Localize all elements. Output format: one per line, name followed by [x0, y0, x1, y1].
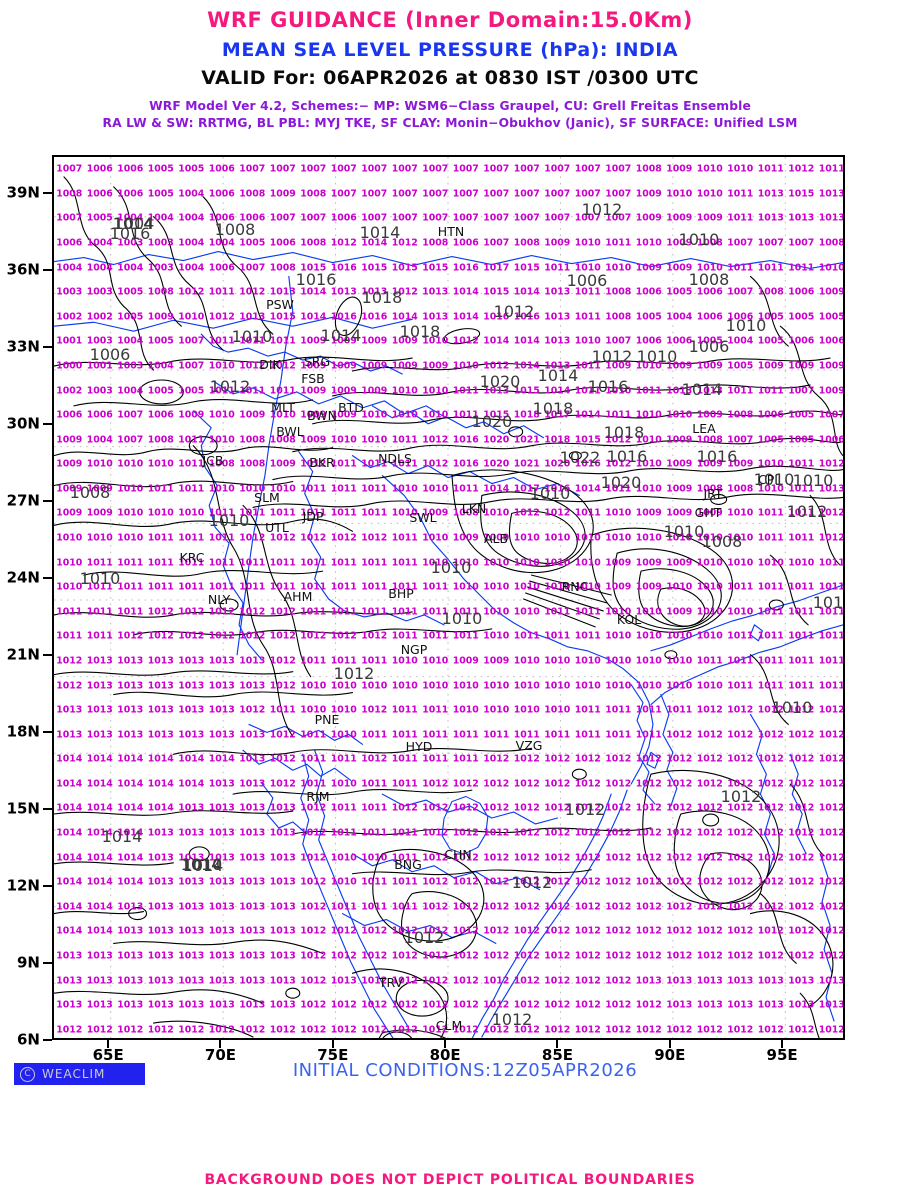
y-axis-tick-mark: [43, 346, 52, 349]
logo-label: WEACLIM: [42, 1067, 106, 1081]
x-axis-tick-label: 80E: [429, 1046, 461, 1064]
x-axis-tick-mark: [219, 1040, 222, 1048]
x-axis-tick-mark: [444, 1040, 447, 1048]
x-axis-tick-label: 85E: [541, 1046, 574, 1064]
x-axis-tick-label: 90E: [654, 1046, 686, 1064]
pressure-contour-map[interactable]: 1007 1006 1006 1005 1005 1006 1007 1007 1007 1007…: [52, 155, 845, 1040]
y-axis-tick-mark: [43, 962, 52, 965]
y-axis-tick-mark: [43, 654, 52, 657]
y-axis-tick-mark: [43, 808, 52, 811]
y-axis-tick-label: 21N: [6, 645, 40, 664]
x-axis-tick-mark: [781, 1040, 784, 1048]
x-axis-tick-label: 70E: [204, 1046, 237, 1064]
y-axis-tick-label: 15N: [6, 799, 40, 818]
y-axis-tick-label: 24N: [6, 568, 40, 587]
y-axis-tick-mark: [43, 423, 52, 426]
coastline-rivers-layer: [54, 250, 843, 1038]
model-scheme-line-1: WRF Model Ver 4.2, Schemes:− MP: WSM6−Cl…: [149, 99, 751, 113]
y-axis-tick-label: 33N: [6, 337, 40, 356]
y-axis-tick-mark: [43, 1039, 52, 1041]
y-axis-tick-mark: [43, 192, 52, 195]
y-axis-tick-label: 30N: [6, 414, 40, 433]
map-vector-layer: [54, 157, 843, 1038]
x-axis-tick-mark: [107, 1040, 110, 1048]
y-axis-tick-label: 36N: [6, 260, 40, 279]
chart-header: WRF GUIDANCE (Inner Domain:15.0Km) MEAN …: [0, 0, 900, 130]
y-axis-tick-mark: [43, 731, 52, 734]
y-axis-tick-label: 9N: [17, 953, 40, 972]
initial-conditions-label: INITIAL CONDITIONS:12Z05APR2026: [292, 1060, 638, 1081]
copyright-icon: C: [20, 1066, 35, 1082]
chart-subtitle: MEAN SEA LEVEL PRESSURE (hPa): INDIA: [221, 39, 679, 61]
page-title: WRF GUIDANCE (Inner Domain:15.0Km): [207, 8, 693, 32]
y-axis-tick-label: 39N: [6, 183, 40, 202]
isobar-contours: [54, 176, 843, 1038]
y-axis-tick-mark: [43, 500, 52, 503]
y-axis-tick-label: 27N: [6, 491, 40, 510]
x-axis-tick-label: 95E: [766, 1046, 798, 1064]
y-axis-tick-label: 18N: [6, 722, 40, 741]
x-axis-tick-mark: [331, 1040, 334, 1048]
x-axis-tick-mark: [668, 1040, 671, 1048]
y-axis-tick-label: 12N: [6, 876, 40, 895]
weaclim-logo[interactable]: C WEACLIM: [14, 1063, 145, 1085]
y-axis-tick-mark: [43, 269, 52, 272]
valid-time-label: VALID For: 06APR2026 at 0830 IST /0300 U…: [201, 67, 699, 89]
x-axis-tick-label: 75E: [317, 1046, 349, 1064]
y-axis-tick-mark: [43, 577, 52, 580]
y-axis-tick-mark: [43, 885, 52, 888]
grid-lines: [54, 157, 843, 1038]
model-scheme-line-2: RA LW & SW: RRTMG, BL PBL: MYJ TKE, SF C…: [102, 116, 798, 130]
x-axis-tick-mark: [556, 1040, 559, 1048]
y-axis-tick-label: 6N: [17, 1030, 40, 1049]
disclaimer-note: BACKGROUND DOES NOT DEPICT POLITICAL BOU…: [204, 1172, 696, 1188]
x-axis-tick-label: 65E: [92, 1046, 124, 1064]
